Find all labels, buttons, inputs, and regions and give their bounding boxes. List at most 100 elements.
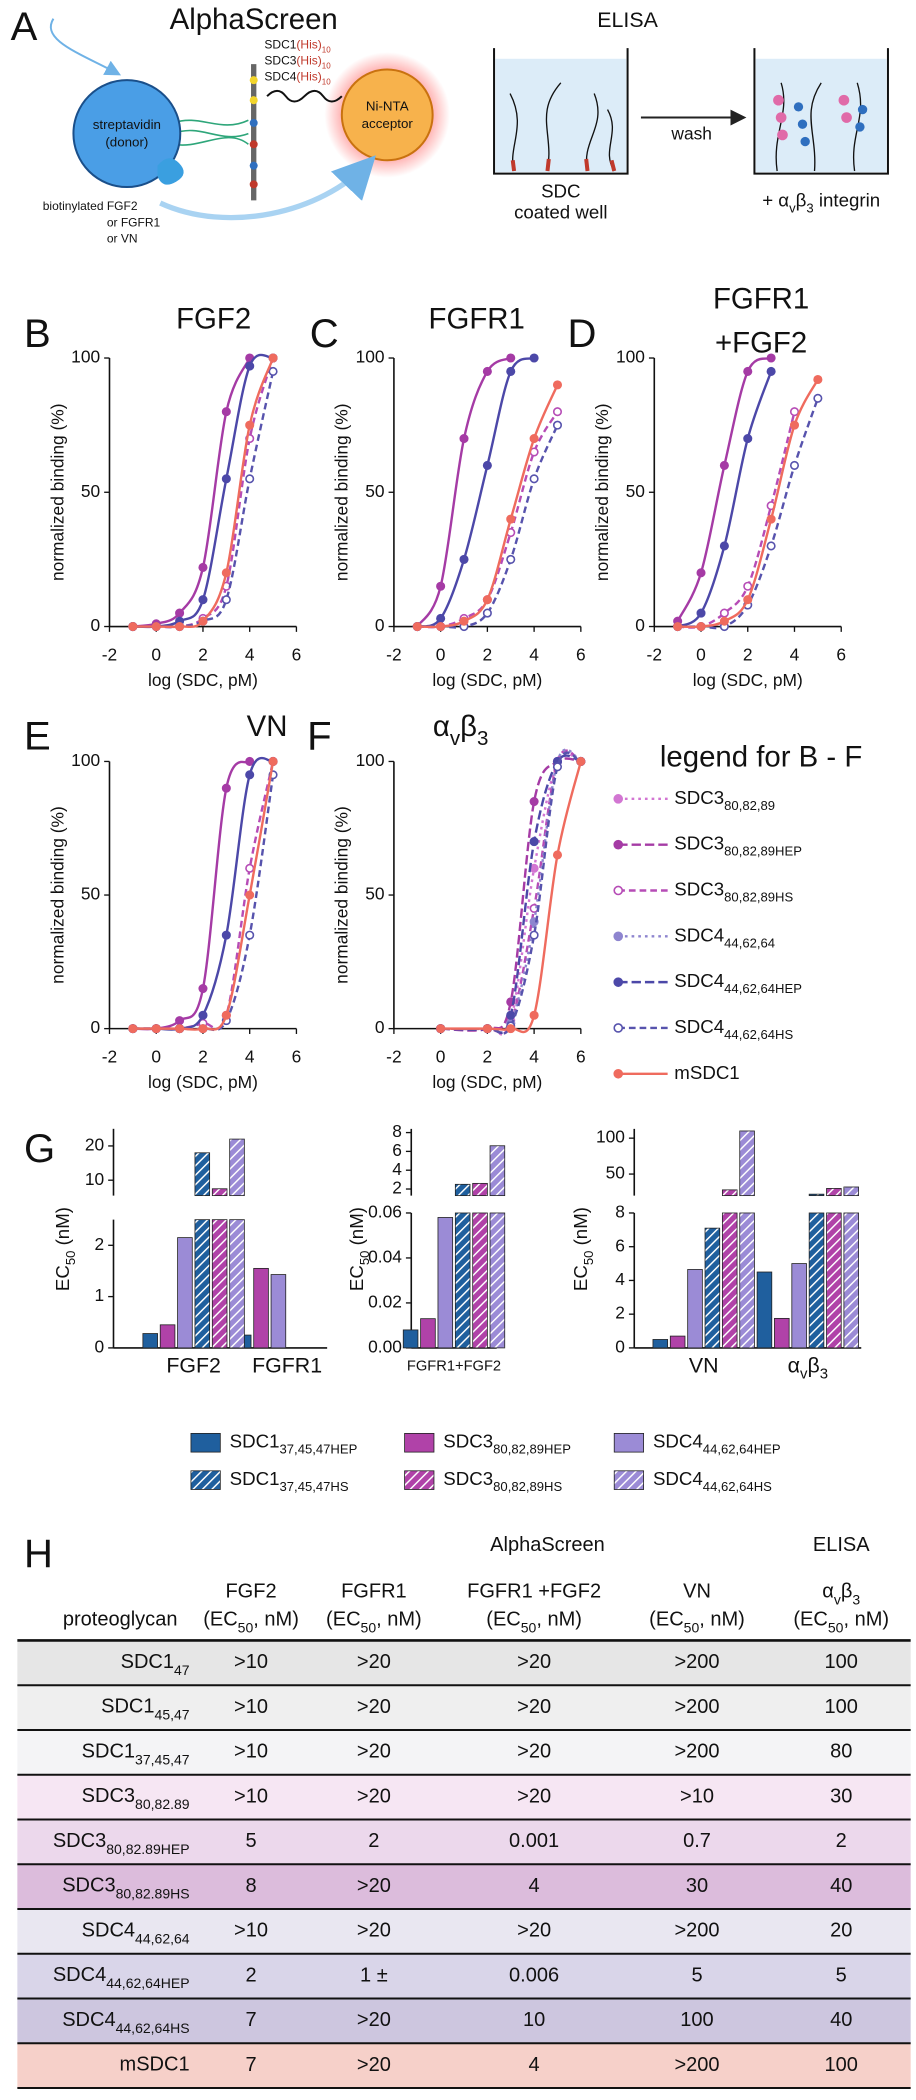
integrin-bead — [775, 112, 787, 123]
text-part: SDC1 — [101, 1696, 154, 1718]
data-point — [719, 541, 729, 551]
donor-label: streptavidin — [93, 117, 161, 132]
subscript: 44,62,64HS — [116, 2020, 190, 2036]
integrin-bead — [777, 129, 788, 141]
column-header: FGFR1 — [341, 1581, 407, 1603]
data-point — [245, 890, 255, 900]
well-liquid — [755, 58, 887, 173]
text-part: SDC3 — [62, 1875, 115, 1897]
legend-label: SDC444,62,64HEP — [674, 970, 802, 996]
data-point — [245, 756, 255, 766]
text-part: FGF2 — [225, 1581, 276, 1603]
x-tick-label: -2 — [386, 644, 401, 664]
y-tick-label: 100 — [616, 347, 645, 367]
text-part: α — [788, 1353, 800, 1377]
table-cell: 5 — [245, 1830, 256, 1852]
legend-swatch — [190, 1432, 221, 1453]
data-point — [576, 756, 586, 766]
glycan-dot — [249, 118, 258, 127]
legend-swatch — [404, 1470, 435, 1490]
data-point — [696, 568, 706, 578]
subscript: 80,82,89HEP — [724, 844, 802, 859]
data-point — [552, 407, 563, 417]
table-cell: 100 — [825, 2054, 858, 2076]
data-point — [128, 1024, 138, 1034]
data-point — [766, 366, 776, 376]
y-tick-label: 0 — [375, 615, 385, 635]
y-tick-label: 4 — [392, 1159, 402, 1179]
x-tick-label: 0 — [151, 1047, 161, 1067]
bar-chart: 0 1 2 10 20 EC50 (nM) FGF2 FGFR1 — [52, 1128, 328, 1377]
data-point — [529, 434, 539, 444]
text-part: (EC — [486, 1609, 520, 1631]
subscript: v — [800, 1366, 808, 1383]
data-point — [482, 608, 492, 618]
legend-label: SDC444,62,64HEP — [653, 1431, 781, 1457]
legend-label: SDC380,82,89HEP — [674, 833, 802, 859]
text-part: FGFR1+FGF2 — [407, 1358, 501, 1374]
table-cell: 2 — [368, 1830, 379, 1852]
subscript: 50 — [828, 1619, 844, 1635]
data-point — [719, 460, 729, 470]
text-part: SDC1 — [230, 1468, 280, 1489]
data-point — [482, 366, 492, 376]
panel-title: ELISA — [597, 8, 658, 32]
data-point — [766, 541, 776, 551]
curve-legend: legend for B - FSDC380,82,89SDC380,82,89… — [613, 741, 862, 1083]
data-point — [789, 460, 800, 470]
acceptor-bead — [340, 68, 434, 162]
table-cell: >20 — [357, 1785, 391, 1807]
data-point — [245, 361, 255, 371]
table-cell: >20 — [357, 1920, 391, 1942]
text-part: SDC4 — [674, 924, 724, 945]
y-tick-label: 0 — [90, 1017, 100, 1037]
subscript: 50 — [581, 1251, 596, 1266]
tag-count: 10 — [322, 77, 331, 86]
y-axis-label: EC50 (nM) — [52, 1207, 78, 1291]
text-part: SDC3 — [674, 833, 724, 854]
acceptor-label: acceptor — [362, 116, 414, 131]
data-point — [813, 393, 823, 403]
table-cell: >20 — [517, 1920, 551, 1942]
subscript: 80,82,89HS — [493, 1479, 562, 1494]
data-point — [482, 460, 492, 470]
subscript: v — [789, 201, 796, 216]
table-row — [17, 1998, 911, 2044]
subscript: 37,45,47HEP — [280, 1442, 358, 1457]
text-part: SDC3 — [53, 1830, 106, 1852]
integrin-bead — [857, 104, 868, 115]
y-tick-label: 50 — [81, 884, 100, 904]
data-point — [268, 366, 278, 376]
glycan-dot — [249, 96, 258, 105]
subscript: 80,82.89HEP — [106, 1841, 189, 1857]
text-part: (nM) — [570, 1207, 591, 1251]
bar-legend: SDC137,45,47HEP SDC380,82,89HEP SDC444,62,… — [190, 1431, 781, 1494]
bar — [756, 1271, 773, 1349]
bar-upper — [472, 1182, 488, 1197]
panel-label: B — [24, 312, 51, 356]
bar-upper — [489, 1145, 506, 1197]
table-cell: 40 — [830, 1875, 852, 1897]
text-part: α — [822, 1581, 834, 1603]
panel-label: F — [307, 714, 331, 758]
x-tick-label: 4 — [245, 1047, 255, 1067]
subscript: 44,62,64HS — [724, 1027, 793, 1042]
data-point — [506, 514, 516, 524]
table-cell: 100 — [825, 1696, 858, 1718]
ligand-label: or VN — [107, 231, 138, 245]
x-axis-label: log (SDC, pM) — [148, 670, 258, 690]
row-name: mSDC1 — [120, 2054, 190, 2076]
table-cell: 8 — [245, 1875, 256, 1897]
panel-label: G — [24, 1127, 55, 1171]
data-point — [151, 1024, 161, 1034]
text-part: FGFR1 — [429, 302, 525, 335]
legend-marker — [613, 885, 624, 896]
subscript: 80,82,89HEP — [493, 1442, 571, 1457]
data-point — [719, 608, 729, 618]
fit-curve — [132, 357, 275, 629]
data-point — [529, 1010, 539, 1020]
tag-name: SDC3 — [264, 54, 296, 68]
